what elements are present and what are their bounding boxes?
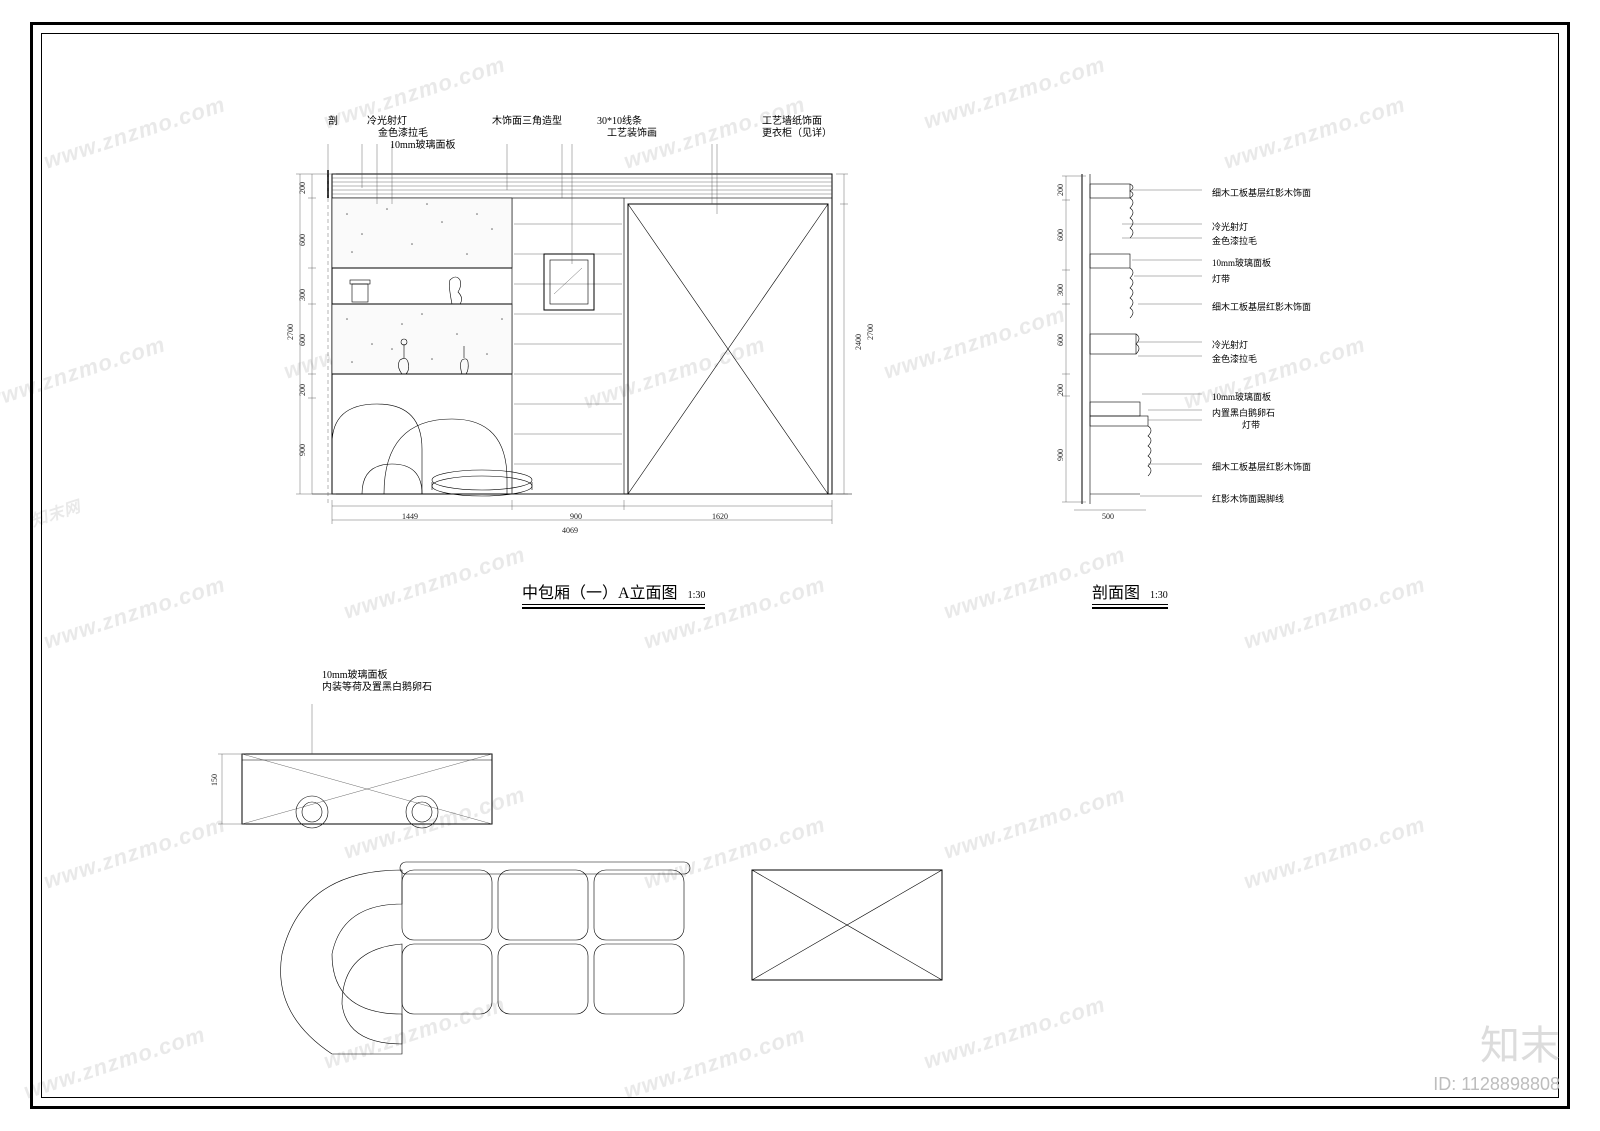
sec-label-4: 10mm玻璃面板 — [1212, 256, 1271, 269]
dim-v-600b: 600 — [298, 334, 307, 346]
sec-dim-4: 600 — [1056, 334, 1065, 346]
sec-label-2: 冷光射灯 — [1212, 220, 1248, 233]
sec-dim-6: 900 — [1056, 449, 1065, 461]
callout-wardrobe: 更衣柜（见详） — [762, 124, 832, 139]
dim-h-4069: 4069 — [562, 526, 578, 535]
dim-v-600: 600 — [298, 234, 307, 246]
drawing-frame-outer: 剖 冷光射灯 金色漆拉毛 10mm玻璃面板 木饰面三角造型 30*10线条 工艺… — [30, 22, 1570, 1109]
drawing-frame-inner: 剖 冷光射灯 金色漆拉毛 10mm玻璃面板 木饰面三角造型 30*10线条 工艺… — [41, 33, 1559, 1098]
sec-dim-1: 200 — [1056, 184, 1065, 196]
elevation-title-scale: 1:30 — [688, 590, 706, 601]
callout-section-mark: 剖 — [328, 112, 338, 127]
section-title: 剖面图 1:30 — [1092, 579, 1168, 609]
sec-dim-5: 200 — [1056, 384, 1065, 396]
bottom-callout-2: 内装等荷及置黑白鹅卵石 — [322, 678, 432, 693]
section-drawing — [1052, 164, 1232, 524]
section-title-text: 剖面图 — [1092, 585, 1140, 602]
dim-h-900: 900 — [570, 512, 582, 521]
lower-plan-drawing — [192, 694, 1092, 1114]
sec-dim-3: 300 — [1056, 284, 1065, 296]
section-title-scale: 1:30 — [1150, 590, 1168, 601]
sec-label-12: 红影木饰面踢脚线 — [1212, 492, 1284, 505]
dim-v-2400: 2400 — [854, 334, 863, 350]
elevation-drawing — [292, 144, 852, 544]
dim-v-300: 300 — [298, 289, 307, 301]
dim-v-200: 200 — [298, 182, 307, 194]
sec-label-10b: 灯带 — [1242, 418, 1260, 431]
callout-glass-10mm: 10mm玻璃面板 — [390, 136, 456, 151]
elevation-title: 中包厢（一）A立面图 1:30 — [522, 579, 705, 609]
dim-v-200b: 200 — [298, 384, 307, 396]
sec-label-5: 灯带 — [1212, 272, 1230, 285]
sec-label-9: 10mm玻璃面板 — [1212, 390, 1271, 403]
sec-label-1: 细木工板基层红影木饰面 — [1212, 186, 1311, 199]
bottom-dim-150: 150 — [210, 774, 219, 786]
callout-art-frame: 工艺装饰画 — [607, 124, 657, 139]
sec-dim-2: 600 — [1056, 229, 1065, 241]
dim-h-1449: 1449 — [402, 512, 418, 521]
callout-wood-tri: 木饰面三角造型 — [492, 112, 562, 127]
sec-label-3: 金色漆拉毛 — [1212, 234, 1257, 247]
drawing-canvas: 剖 冷光射灯 金色漆拉毛 10mm玻璃面板 木饰面三角造型 30*10线条 工艺… — [42, 34, 1558, 1097]
elevation-title-text: 中包厢（一）A立面图 — [522, 585, 678, 602]
sec-label-7: 冷光射灯 — [1212, 338, 1248, 351]
dim-h-1620: 1620 — [712, 512, 728, 521]
sec-label-11: 细木工板基层红影木饰面 — [1212, 460, 1311, 473]
resource-id: ID: 1128898808 — [1433, 1074, 1560, 1095]
sec-label-8: 金色漆拉毛 — [1212, 352, 1257, 365]
dim-v-2700: 2700 — [286, 324, 295, 340]
dim-v-900: 900 — [298, 444, 307, 456]
dim-v-2700r: 2700 — [866, 324, 875, 340]
sec-dim-h: 500 — [1102, 512, 1114, 521]
sec-label-6: 细木工板基层红影木饰面 — [1212, 300, 1311, 313]
